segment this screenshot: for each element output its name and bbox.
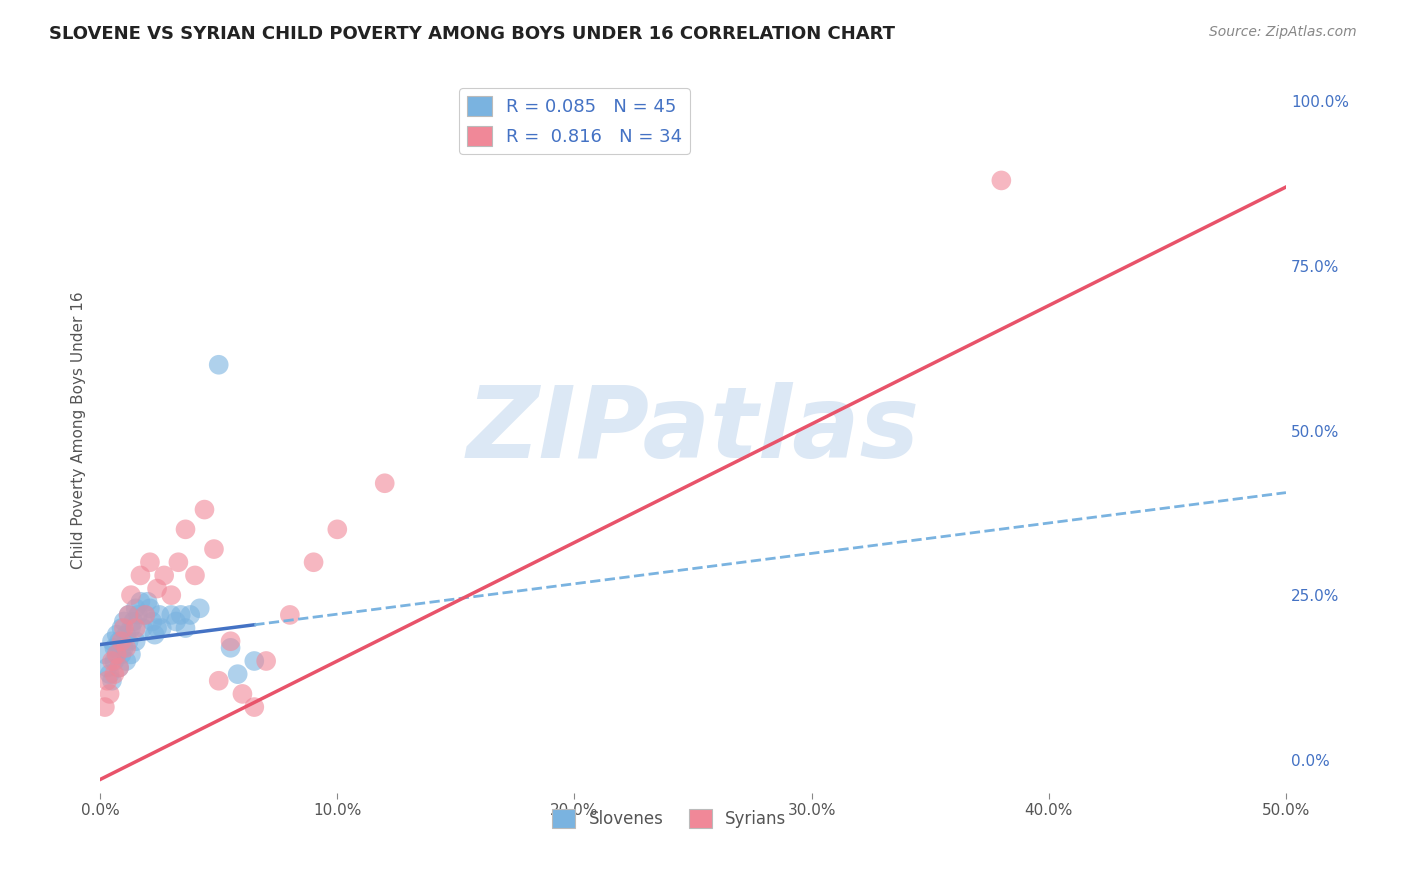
- Point: [110, 621, 132, 635]
- Point: [990, 173, 1012, 187]
- Point: [105, 648, 128, 662]
- Point: [174, 522, 197, 536]
- Point: [134, 607, 156, 622]
- Point: [132, 621, 155, 635]
- Point: [141, 615, 163, 629]
- Point: [110, 648, 132, 662]
- Point: [208, 673, 231, 688]
- Point: [139, 555, 162, 569]
- Point: [105, 648, 128, 662]
- Point: [202, 542, 225, 557]
- Point: [112, 640, 135, 655]
- Point: [125, 634, 148, 648]
- Point: [96, 660, 118, 674]
- Point: [160, 607, 183, 622]
- Text: SLOVENE VS SYRIAN CHILD POVERTY AMONG BOYS UNDER 16 CORRELATION CHART: SLOVENE VS SYRIAN CHILD POVERTY AMONG BO…: [49, 25, 896, 43]
- Point: [120, 588, 142, 602]
- Point: [129, 595, 152, 609]
- Point: [143, 628, 166, 642]
- Point: [115, 628, 138, 642]
- Point: [103, 640, 125, 655]
- Point: [103, 667, 125, 681]
- Point: [94, 648, 117, 662]
- Y-axis label: Child Poverty Among Boys Under 16: Child Poverty Among Boys Under 16: [72, 292, 86, 569]
- Point: [120, 648, 142, 662]
- Point: [108, 634, 131, 648]
- Point: [125, 601, 148, 615]
- Point: [160, 588, 183, 602]
- Point: [115, 640, 138, 655]
- Point: [122, 615, 145, 629]
- Point: [219, 640, 242, 655]
- Point: [96, 673, 118, 688]
- Point: [174, 621, 197, 635]
- Point: [165, 615, 187, 629]
- Point: [148, 607, 170, 622]
- Point: [112, 621, 135, 635]
- Point: [117, 607, 139, 622]
- Point: [101, 654, 124, 668]
- Point: [243, 700, 266, 714]
- Point: [110, 634, 132, 648]
- Point: [226, 667, 249, 681]
- Point: [108, 660, 131, 674]
- Point: [98, 667, 121, 681]
- Point: [101, 634, 124, 648]
- Point: [219, 634, 242, 648]
- Point: [374, 476, 396, 491]
- Point: [146, 621, 169, 635]
- Point: [105, 628, 128, 642]
- Point: [254, 654, 277, 668]
- Point: [278, 607, 301, 622]
- Point: [134, 607, 156, 622]
- Point: [117, 634, 139, 648]
- Point: [167, 555, 190, 569]
- Text: ZIPatlas: ZIPatlas: [467, 382, 920, 479]
- Point: [127, 607, 149, 622]
- Point: [188, 601, 211, 615]
- Point: [139, 601, 162, 615]
- Point: [231, 687, 253, 701]
- Point: [184, 568, 207, 582]
- Point: [208, 358, 231, 372]
- Point: [179, 607, 201, 622]
- Point: [326, 522, 349, 536]
- Point: [112, 615, 135, 629]
- Point: [103, 654, 125, 668]
- Point: [136, 595, 159, 609]
- Point: [117, 607, 139, 622]
- Point: [94, 700, 117, 714]
- Point: [153, 568, 176, 582]
- Point: [302, 555, 325, 569]
- Point: [193, 502, 215, 516]
- Point: [129, 568, 152, 582]
- Point: [150, 621, 173, 635]
- Point: [243, 654, 266, 668]
- Point: [108, 660, 131, 674]
- Text: Source: ZipAtlas.com: Source: ZipAtlas.com: [1209, 25, 1357, 39]
- Point: [101, 673, 124, 688]
- Point: [98, 687, 121, 701]
- Point: [115, 654, 138, 668]
- Point: [146, 582, 169, 596]
- Point: [125, 621, 148, 635]
- Legend: Slovenes, Syrians: Slovenes, Syrians: [546, 803, 793, 835]
- Point: [120, 621, 142, 635]
- Point: [170, 607, 193, 622]
